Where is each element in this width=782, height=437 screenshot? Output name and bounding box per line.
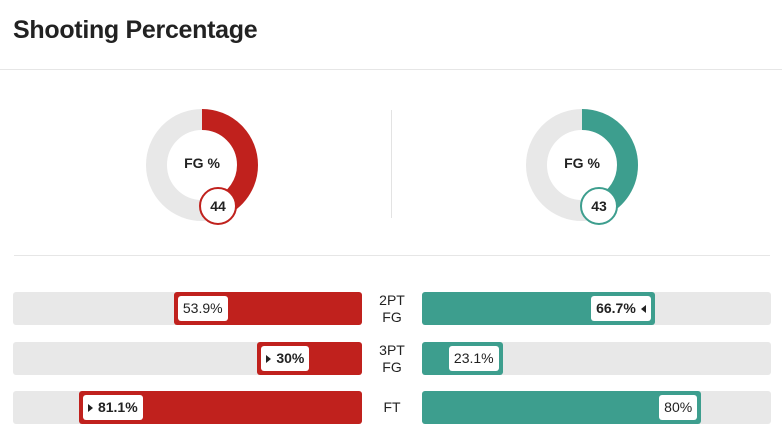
away-ft-bar-fill: 80% bbox=[422, 391, 702, 424]
stat-value-text: 53.9% bbox=[182, 300, 223, 316]
stat-label-2pt-fg: 2PT FG bbox=[362, 292, 422, 326]
stat-label-line1: 3PT bbox=[379, 342, 405, 358]
stat-value-text: 30% bbox=[276, 350, 305, 366]
away-3pt-bar-fill: 23.1% bbox=[422, 342, 503, 375]
away-fg-value-badge: 43 bbox=[580, 187, 618, 225]
leader-indicator-icon bbox=[87, 404, 93, 412]
home-3pt-bar-fill: 30% bbox=[257, 342, 362, 375]
stat-label-3pt-fg: 3PT FG bbox=[362, 342, 422, 376]
leader-indicator-icon bbox=[266, 355, 272, 363]
away-3pt-bar-track: 23.1% bbox=[422, 342, 771, 375]
away-fg-donut: FG % 43 bbox=[526, 109, 638, 225]
header-divider bbox=[0, 69, 782, 70]
home-stat-value-badge: 81.1% bbox=[82, 395, 143, 420]
home-ft-bar-fill: 81.1% bbox=[78, 391, 362, 424]
stat-label-line2: FG bbox=[382, 309, 402, 325]
away-ft-bar-track: 80% bbox=[422, 391, 771, 424]
stat-label-line1: 2PT bbox=[379, 292, 405, 308]
home-donut-arc bbox=[146, 109, 258, 221]
stat-value-text: 80% bbox=[664, 399, 693, 415]
home-3pt-bar-track: 30% bbox=[13, 342, 362, 375]
stat-label-line2: FG bbox=[382, 359, 402, 375]
stat-value-text: 23.1% bbox=[453, 350, 494, 366]
home-fg-donut: FG % 44 bbox=[146, 109, 258, 225]
leader-indicator-icon bbox=[640, 305, 646, 313]
home-2pt-bar-track: 53.9% bbox=[13, 292, 362, 325]
home-2pt-bar-fill: 53.9% bbox=[173, 292, 362, 325]
home-fg-value-badge: 44 bbox=[199, 187, 237, 225]
away-fg-label: FG % bbox=[564, 155, 600, 171]
away-stat-value-badge: 80% bbox=[659, 395, 698, 420]
away-donut-arc bbox=[526, 109, 638, 221]
stat-value-text: 81.1% bbox=[97, 399, 138, 415]
home-stat-value-badge: 53.9% bbox=[177, 296, 228, 321]
away-stat-value-badge: 66.7% bbox=[591, 296, 651, 321]
away-2pt-bar-fill: 66.7% bbox=[422, 292, 655, 325]
section-divider bbox=[14, 255, 770, 256]
away-stat-value-badge: 23.1% bbox=[448, 346, 499, 371]
stat-label-line1: FT bbox=[383, 399, 401, 415]
home-fg-label: FG % bbox=[184, 155, 220, 171]
home-stat-value-badge: 30% bbox=[261, 346, 310, 371]
home-ft-bar-track: 81.1% bbox=[13, 391, 362, 424]
stat-label-ft: FT bbox=[362, 399, 422, 416]
section-title: Shooting Percentage bbox=[13, 16, 258, 44]
stat-value-text: 66.7% bbox=[596, 300, 636, 316]
away-2pt-bar-track: 66.7% bbox=[422, 292, 771, 325]
team-separator bbox=[391, 110, 392, 218]
